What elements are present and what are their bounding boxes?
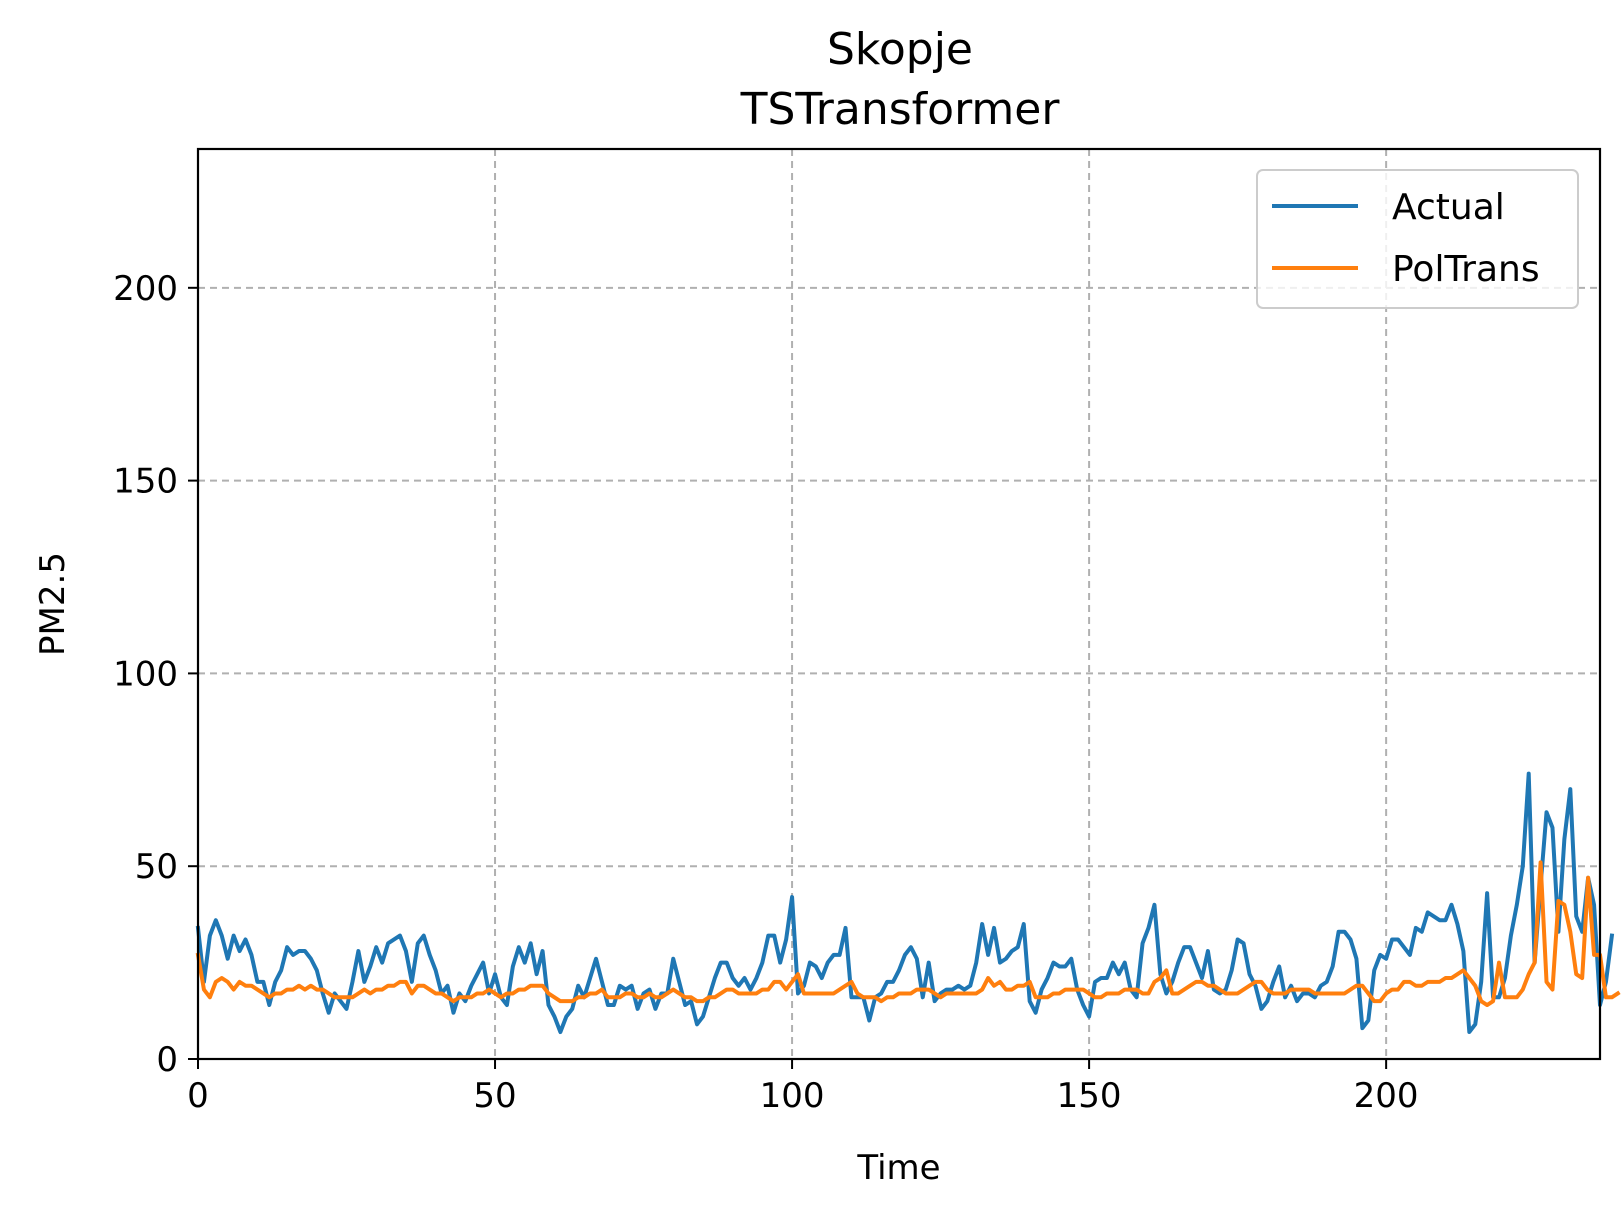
x-tick-label: 150 [1057,1076,1122,1116]
chart-title: Skopje [827,24,973,75]
y-tick-label: 0 [156,1040,178,1080]
x-axis: 0 50 100 150 200 [187,1059,1419,1116]
chart-subtitle: TSTransformer [740,84,1061,135]
x-tick-label: 50 [473,1076,516,1116]
series-layer [195,771,1621,1035]
y-tick-label: 200 [113,269,178,309]
y-tick-label: 100 [113,654,178,694]
x-tick-label: 200 [1354,1076,1419,1116]
y-axis-label: PM2.5 [33,552,73,656]
series-poltrans-line [195,860,1621,1008]
y-axis: 0 50 100 150 200 [113,269,198,1080]
series-actual-line [195,771,1615,1035]
legend-label-actual: Actual [1392,187,1505,228]
legend-label-poltrans: PolTrans [1392,249,1540,290]
x-tick-label: 100 [760,1076,825,1116]
x-axis-label: Time [856,1148,940,1188]
y-tick-label: 50 [135,847,178,887]
y-tick-label: 150 [113,462,178,502]
x-tick-label: 0 [187,1076,209,1116]
legend: Actual PolTrans [1256,169,1579,309]
plot-frame [196,147,1602,1061]
